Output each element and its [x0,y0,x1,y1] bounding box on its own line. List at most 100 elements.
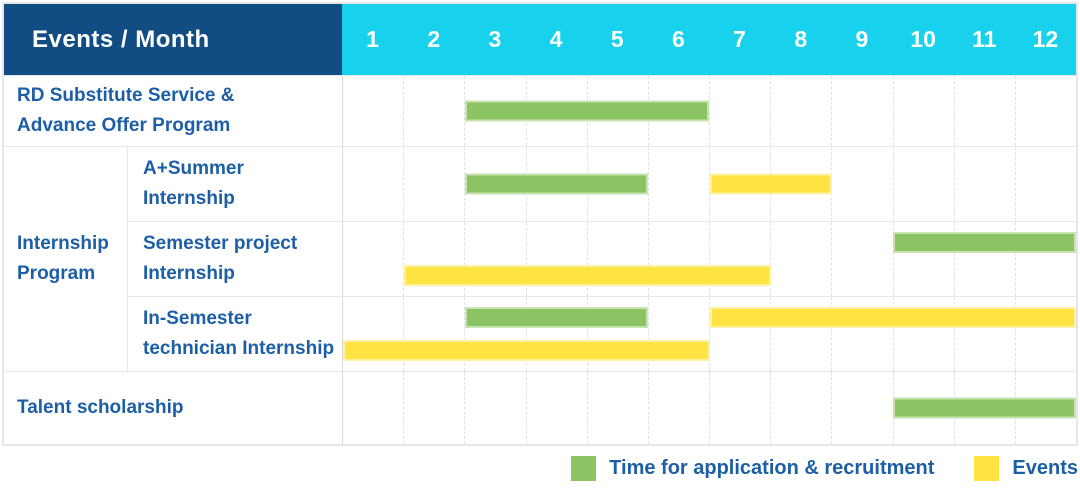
month-header-cell: 10 [910,26,936,52]
application-recruitment-bar [465,173,649,195]
month-column [403,147,464,221]
row-chart-a-summer-internship [342,147,1076,221]
month-column [647,222,709,296]
month-column [403,372,464,444]
row-rd-substitute: RD Substitute Service & Advance Offer Pr… [4,75,1076,146]
month-column [892,297,954,371]
month-column [709,372,770,444]
month-column [831,147,892,221]
month-column [647,297,709,371]
row-chart-talent-scholarship [342,372,1076,444]
month-column [831,222,892,296]
month-header-cell: 4 [549,26,563,52]
legend-item-application: Time for application & recruitment [571,456,934,481]
month-header-cell: 9 [855,26,869,52]
row-label-in-semester-technician-internship: In-Semester technician Internship [127,297,342,371]
month-column [403,222,464,296]
month-column [403,297,464,371]
application-recruitment-bar [892,232,1076,253]
month-column [709,222,770,296]
month-column [892,76,954,146]
group-label-internship-program: Internship Program [17,233,109,284]
month-column [770,222,831,296]
month-column [892,147,954,221]
gantt-table: Events / Month 1 2 3 4 5 6 7 8 9 10 11 12 RD Substi… [2,2,1078,446]
month-column [525,222,587,296]
events-bar [343,340,710,361]
month-column [464,147,525,221]
month-column [647,372,709,444]
events-bar [709,307,1076,328]
month-column [586,297,648,371]
events-swatch-icon [974,456,1000,481]
month-column [831,297,892,371]
month-column [831,372,892,444]
month-header-cell: 1 [366,26,379,52]
month-header-cell: 11 [972,26,997,52]
month-header-cell: 8 [794,26,808,52]
row-label-semester-project-internship: Semester project Internship [127,222,342,296]
legend: Time for application & recruitment Events [571,456,1078,481]
table-title: Events / Month [4,4,342,75]
month-column [770,372,831,444]
row-chart-in-semester-technician-internship [342,297,1076,371]
month-column [464,76,525,146]
month-column [709,297,770,371]
month-column [586,372,648,444]
row-a-summer-internship: A+Summer Internship [127,147,1076,221]
month-column [464,297,525,371]
month-column [953,76,1015,146]
month-column [953,147,1015,221]
month-column [770,76,831,146]
events-bar [404,265,771,286]
month-column [1014,147,1076,221]
application-recruitment-bar [465,307,649,328]
events-bar [709,173,832,195]
month-column [343,372,403,444]
month-column [343,222,403,296]
month-column [1014,76,1076,146]
internship-program-subrows: A+Summer Internship Semester project Int… [127,147,1076,371]
row-label-rd-substitute: RD Substitute Service & Advance Offer Pr… [17,85,235,136]
month-header-cell: 12 [1032,26,1059,52]
legend-item-events: Events [974,456,1078,481]
month-column [1014,297,1076,371]
row-chart-semester-project-internship [342,222,1076,296]
row-label-a-summer-internship: A+Summer Internship [127,147,342,221]
legend-label: Time for application & recruitment [609,457,935,479]
month-column [343,147,403,221]
month-header-cell: 6 [672,26,685,52]
month-column [525,372,587,444]
month-column [892,222,954,296]
row-label-talent-scholarship: Talent scholarship [17,397,184,418]
month-column [831,76,892,146]
month-column [586,222,648,296]
row-talent-scholarship: Talent scholarship [4,371,1076,444]
month-header-cell: 3 [488,26,502,52]
month-column [953,222,1015,296]
row-chart-rd-substitute [342,76,1076,146]
month-column [403,76,464,146]
month-column [343,76,403,146]
application-recruitment-bar [892,397,1076,419]
application-swatch-icon [571,456,597,481]
month-header-cell: 2 [427,26,441,52]
month-column [953,297,1015,371]
internship-program-group: Internship Program A+Summer Internship S… [4,146,1076,371]
legend-label: Events [1012,457,1078,479]
month-column [464,372,525,444]
row-in-semester-technician-internship: In-Semester technician Internship [127,296,1076,371]
header-row: Events / Month 1 2 3 4 5 6 7 8 9 10 11 12 [4,4,1076,75]
application-recruitment-bar [465,100,710,122]
month-header-cell: 5 [610,26,624,52]
month-column [525,297,587,371]
month-column [1014,222,1076,296]
month-column [709,76,770,146]
month-column [464,222,525,296]
month-header-cell: 7 [733,26,746,52]
month-header: 1 2 3 4 5 6 7 8 9 10 11 12 [342,4,1076,75]
month-column [770,297,831,371]
row-semester-project-internship: Semester project Internship [127,221,1076,296]
month-column [647,147,709,221]
